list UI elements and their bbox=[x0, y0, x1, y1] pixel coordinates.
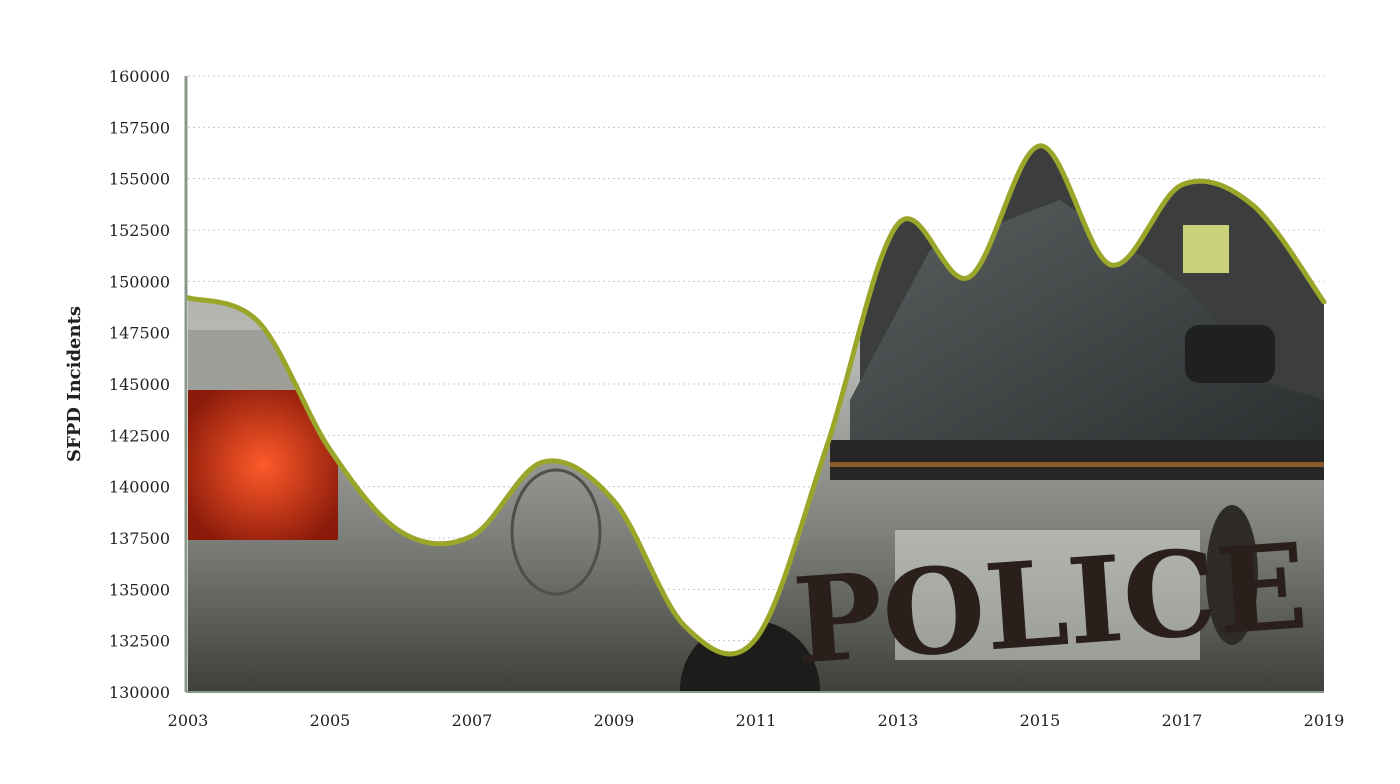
y-axis-label: SFPD Incidents bbox=[64, 306, 85, 462]
y-tick-label: 130000 bbox=[109, 683, 170, 702]
x-tick-label: 2009 bbox=[594, 711, 635, 730]
y-tick-label: 135000 bbox=[109, 580, 170, 599]
x-tick-label: 2017 bbox=[1162, 711, 1203, 730]
y-tick-label: 145000 bbox=[109, 375, 170, 394]
y-tick-label: 147500 bbox=[109, 324, 170, 343]
x-axis-ticks: 2003 2005 2007 2009 2011 2013 2015 2017 2019 bbox=[168, 711, 1345, 730]
y-tick-label: 152500 bbox=[109, 221, 170, 240]
x-tick-label: 2005 bbox=[310, 711, 351, 730]
x-tick-label: 2007 bbox=[452, 711, 493, 730]
x-tick-label: 2015 bbox=[1020, 711, 1061, 730]
y-tick-label: 132500 bbox=[109, 632, 170, 651]
x-tick-label: 2019 bbox=[1304, 711, 1345, 730]
y-tick-label: 155000 bbox=[109, 170, 170, 189]
x-tick-label: 2011 bbox=[736, 711, 777, 730]
y-tick-label: 142500 bbox=[109, 426, 170, 445]
area-fill-photo: POLICE bbox=[188, 145, 1324, 693]
y-tick-label: 160000 bbox=[109, 67, 170, 86]
y-tick-label: 150000 bbox=[109, 272, 170, 291]
y-tick-label: 140000 bbox=[109, 478, 170, 497]
y-tick-label: 137500 bbox=[109, 529, 170, 548]
y-axis-ticks: 130000 132500 135000 137500 140000 142500 1450… bbox=[109, 67, 170, 702]
x-tick-label: 2013 bbox=[878, 711, 919, 730]
x-tick-label: 2003 bbox=[168, 711, 209, 730]
y-tick-label: 157500 bbox=[109, 118, 170, 137]
series-line bbox=[185, 143, 1327, 657]
